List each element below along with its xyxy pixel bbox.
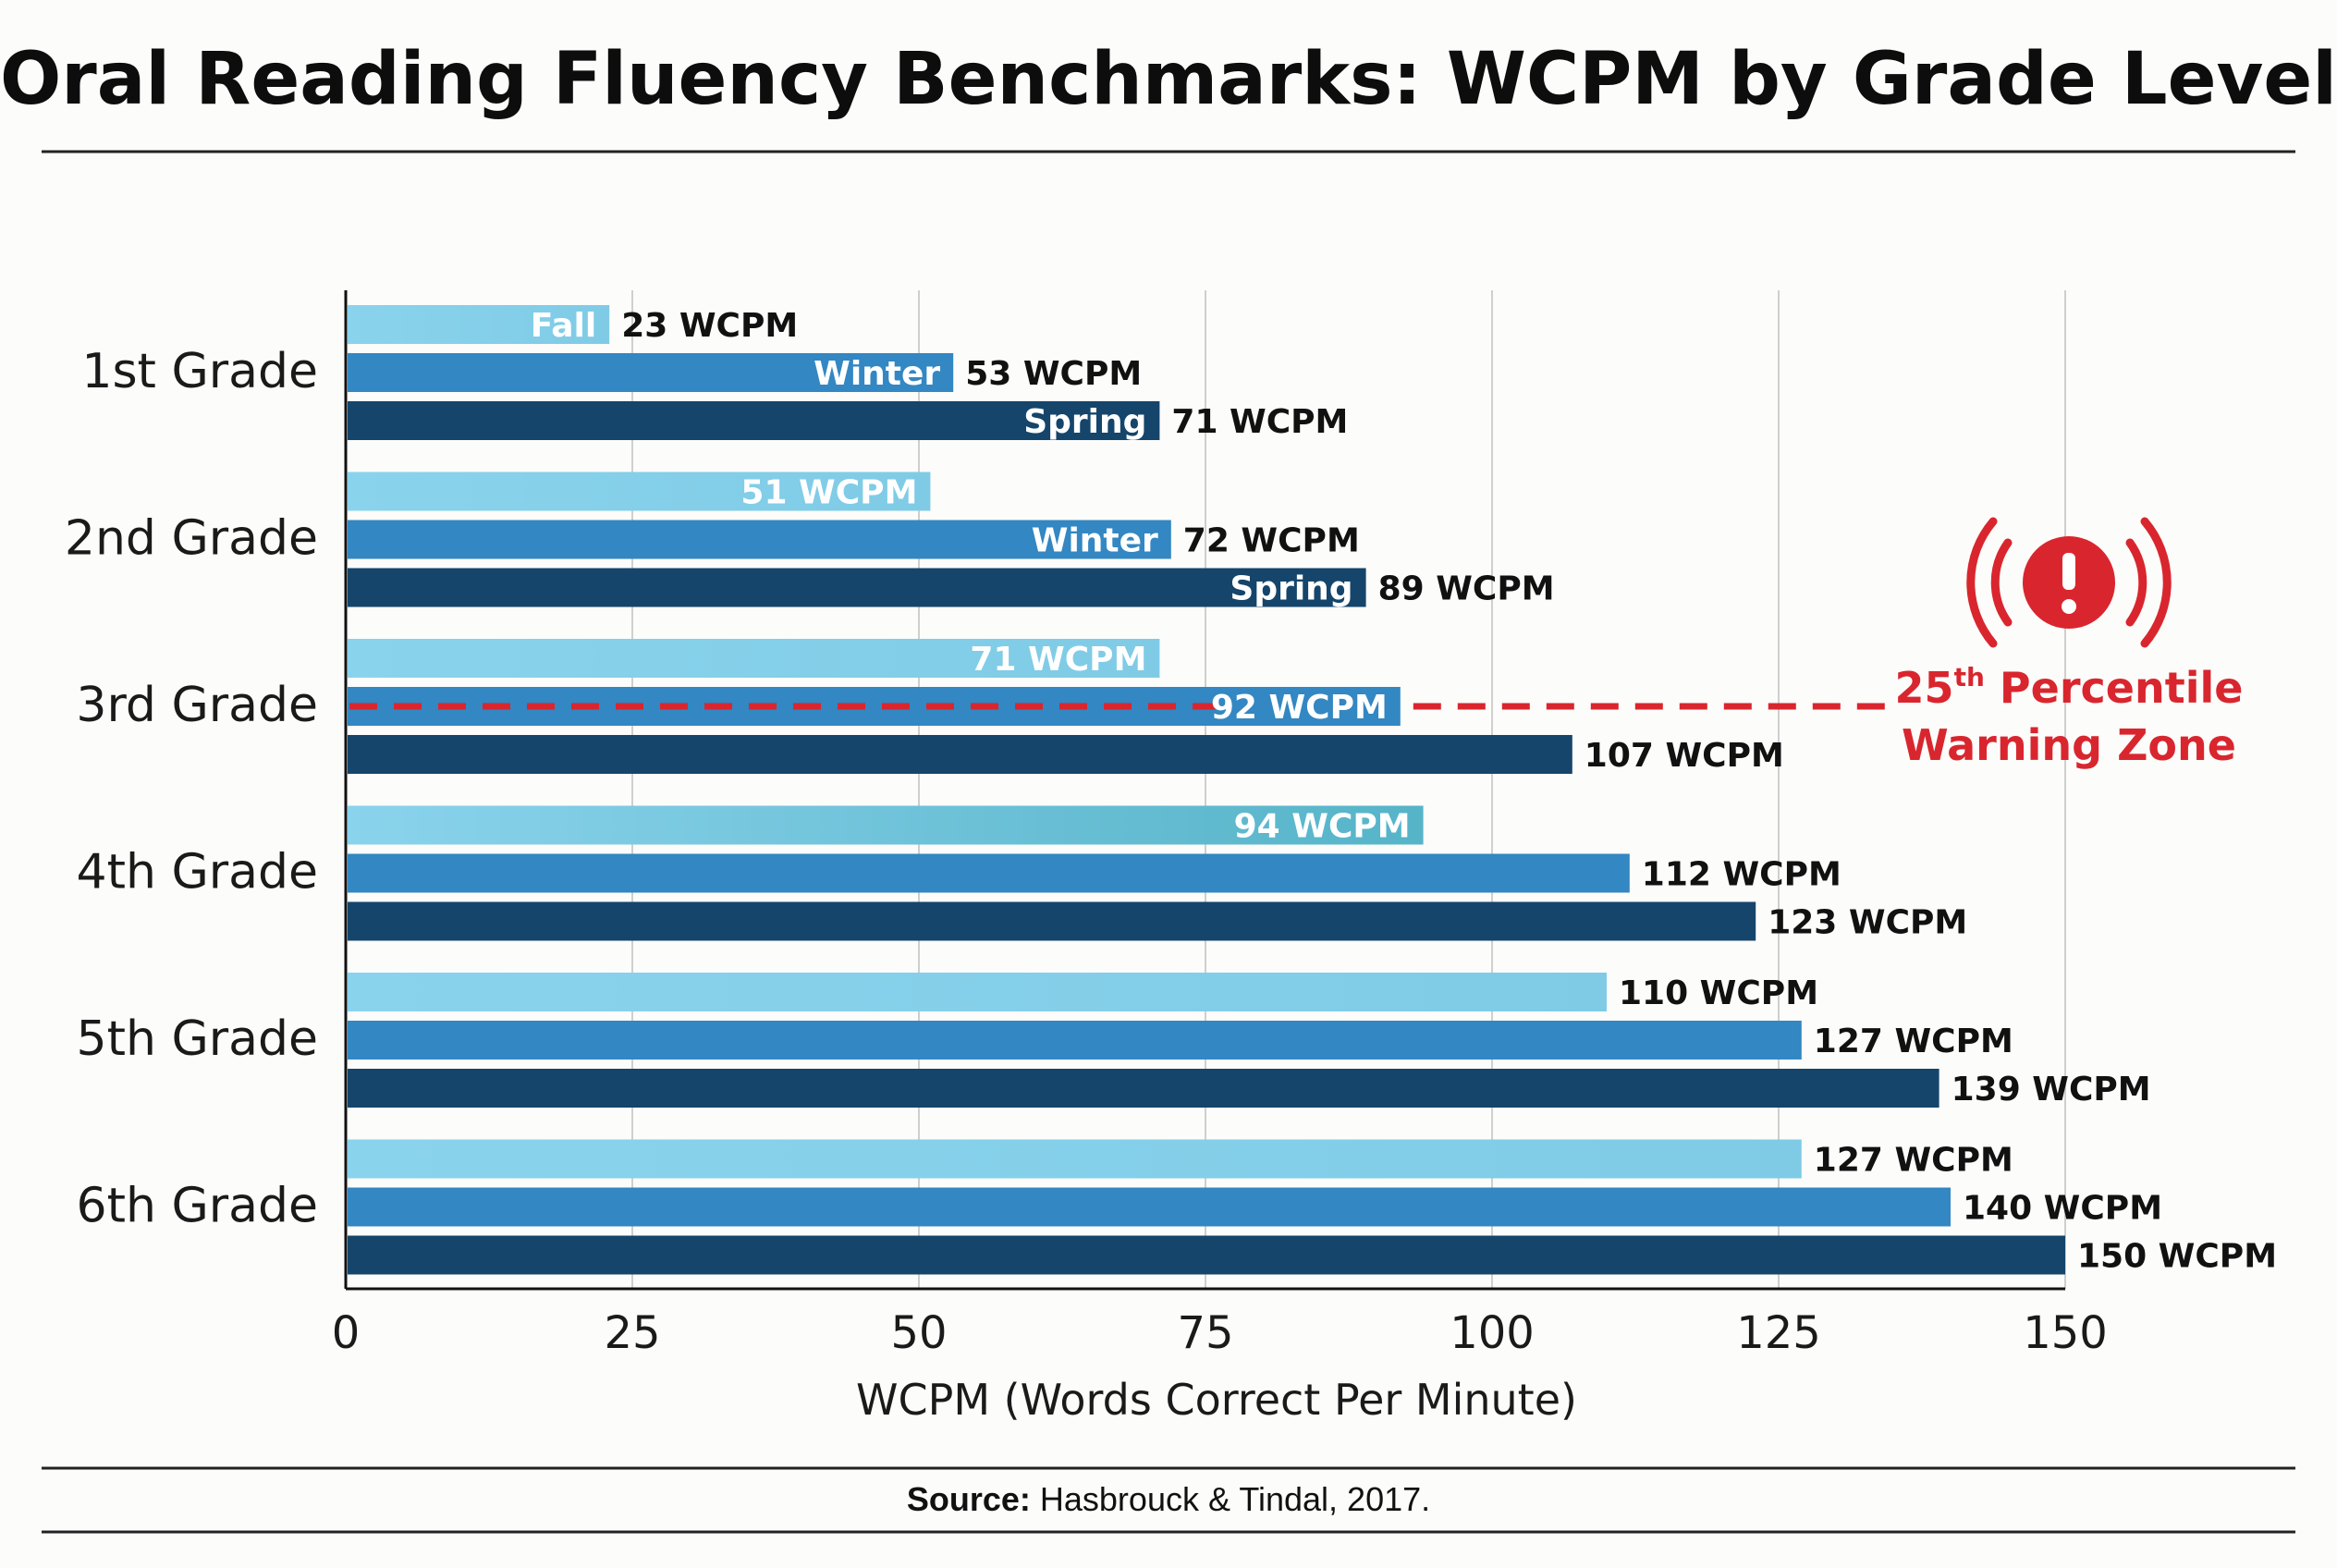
bar-labels: Fall 23 WCPM Winter 53 WCPM Spring 71 WCPM 51 …: [531, 307, 2277, 1276]
bar-value-label: 71 WCPM: [1171, 403, 1348, 441]
bar-spring: [348, 735, 1572, 774]
x-tick-label: 75: [1177, 1307, 1233, 1359]
bar-fall: [348, 305, 610, 344]
x-tick-label: 125: [1736, 1307, 1821, 1359]
bar-value-label: 53 WCPM: [965, 355, 1142, 393]
category-label: 3rd Grade: [76, 678, 318, 733]
warning-label-line1: 25th Percentile: [1895, 662, 2244, 713]
bar-value-label: 139 WCPM: [1952, 1071, 2151, 1109]
bar-winter: [348, 520, 1171, 559]
bar-season-label: Winter: [1032, 522, 1158, 560]
category-label: 4th Grade: [77, 845, 319, 900]
source-note: Source: Hasbrouck & Tindal, 2017.: [907, 1480, 1430, 1518]
bar-spring: [348, 1235, 2065, 1275]
x-tick-label: 150: [2023, 1307, 2108, 1359]
bar-value-label: 92 WCPM: [1211, 689, 1388, 727]
alert-signal-icon: [1966, 517, 2172, 648]
bar-value-label: 89 WCPM: [1378, 570, 1555, 608]
x-tick-label: 100: [1450, 1307, 1535, 1359]
bar-value-label: 140 WCPM: [1963, 1190, 2162, 1228]
bar-season-label: Fall: [531, 307, 596, 345]
x-tick-label: 25: [604, 1307, 660, 1359]
bar-winter: [348, 1187, 1951, 1227]
bar-value-label: 127 WCPM: [1814, 1142, 2013, 1180]
category-label: 1st Grade: [81, 344, 318, 399]
bar-winter: [348, 1021, 1802, 1060]
bar-season-label: Spring: [1230, 570, 1352, 608]
bar-fall: [348, 1139, 1802, 1179]
bar-fall: [348, 639, 1160, 678]
chart-title: Oral Reading Fluency Benchmarks: WCPM by…: [0, 38, 2337, 121]
bar-season-label: Spring: [1023, 403, 1146, 441]
bar-spring: [348, 568, 1366, 607]
bar-fall: [348, 805, 1424, 845]
category-label: 5th Grade: [77, 1011, 319, 1067]
x-tick-label: 50: [890, 1307, 947, 1359]
bar-fall: [348, 973, 1607, 1011]
bars: [348, 305, 2065, 1275]
category-label: 2nd Grade: [65, 511, 318, 567]
bar-value-label: 107 WCPM: [1585, 737, 1784, 775]
bar-winter: [348, 353, 954, 392]
gridlines: [631, 290, 2066, 1289]
bar-winter: [348, 687, 1401, 726]
bar-spring: [348, 1069, 1939, 1108]
bar-season-label: Winter: [814, 355, 940, 393]
bar-value-label: 94 WCPM: [1234, 808, 1411, 846]
warning-annotation: 25th Percentile Warning Zone: [1895, 517, 2244, 770]
bar-value-label: 127 WCPM: [1814, 1023, 2013, 1060]
category-label: 6th Grade: [77, 1179, 319, 1234]
warning-label-line2: Warning Zone: [1902, 720, 2236, 770]
x-axis-title: WCPM (Words Correct Per Minute): [856, 1375, 1577, 1425]
bar-value-label: 110 WCPM: [1619, 974, 1818, 1012]
bar-spring: [348, 901, 1756, 941]
bar-value-label: 150 WCPM: [2077, 1238, 2277, 1276]
bar-winter: [348, 853, 1630, 893]
x-tick-label: 0: [332, 1307, 361, 1359]
bar-value-label: 51 WCPM: [740, 474, 917, 512]
bar-value-label: 23 WCPM: [621, 307, 798, 345]
axes: 0 25 50 75 100 125 150 1st Grade 2nd Grade 3rd Gr…: [65, 290, 2108, 1359]
bar-spring: [348, 401, 1160, 440]
bar-value-label: 123 WCPM: [1768, 904, 1967, 942]
bar-value-label: 72 WCPM: [1183, 522, 1360, 560]
bar-value-label: 112 WCPM: [1642, 856, 1841, 894]
bar-fall: [348, 472, 931, 511]
bar-value-label: 71 WCPM: [970, 641, 1146, 679]
